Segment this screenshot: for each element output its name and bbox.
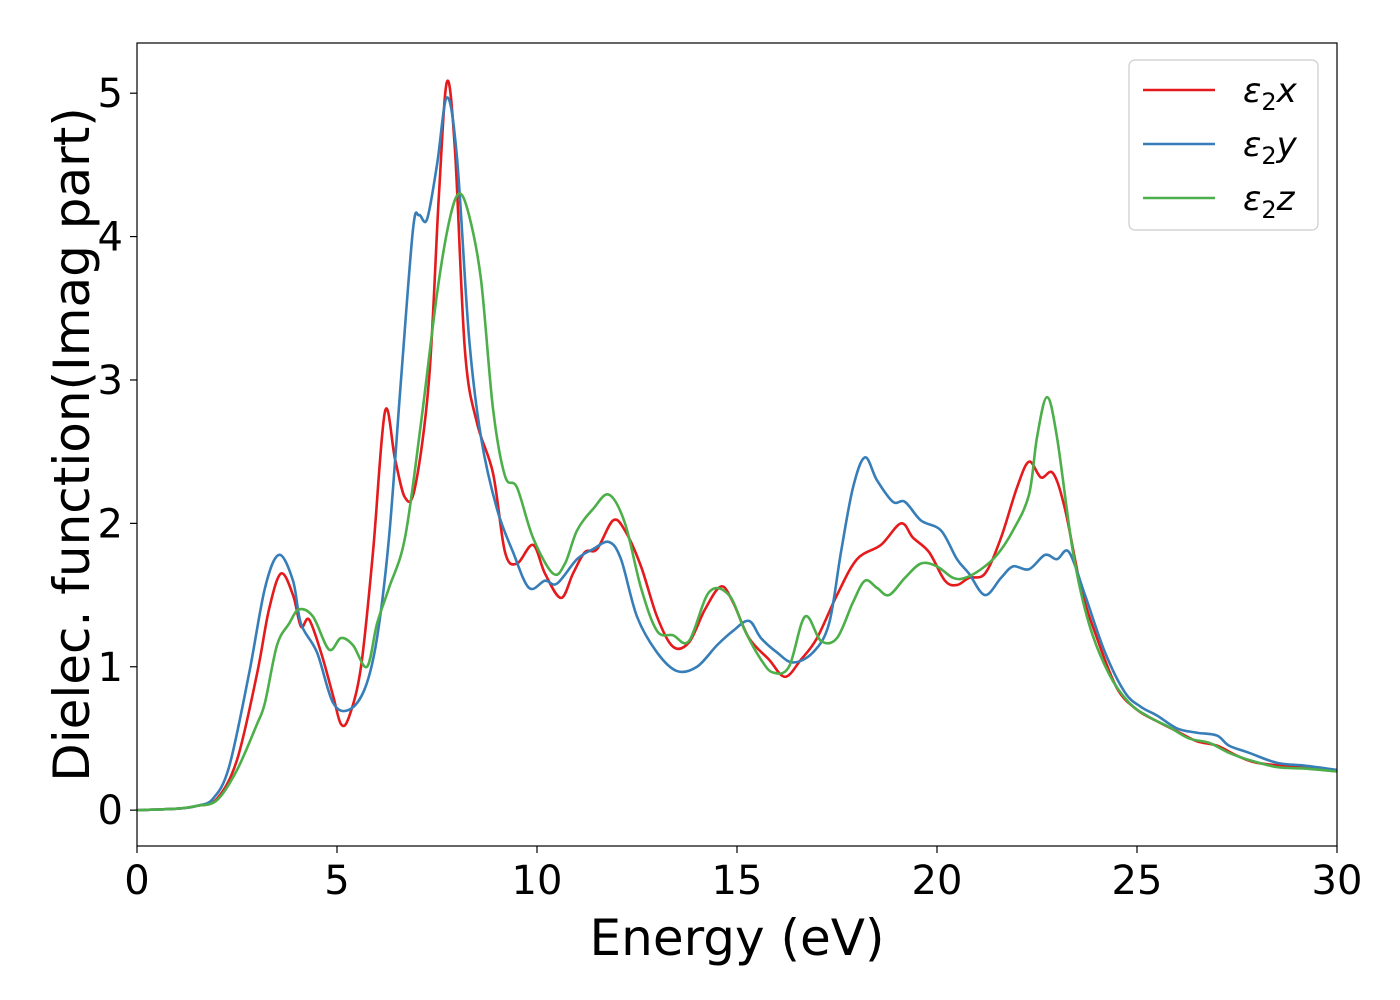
x-tick-label: 15	[712, 858, 763, 904]
legend-label-y: ε2y	[1243, 125, 1298, 170]
legend-label-base: ε	[1243, 71, 1261, 111]
y-tick-label: 2	[98, 501, 123, 547]
legend-label-base: ε	[1243, 125, 1261, 165]
y-tick-label: 5	[98, 71, 123, 117]
series-line-y	[137, 96, 1337, 812]
x-axis-title: Energy (eV)	[590, 909, 885, 967]
legend-label-base: ε	[1243, 179, 1261, 219]
legend-box	[1128, 59, 1319, 231]
y-tick-label: 4	[98, 215, 123, 261]
x-tick-label: 5	[324, 858, 349, 904]
x-tick-label: 0	[124, 858, 149, 904]
legend-label-suffix: y	[1276, 125, 1298, 165]
x-tick-label: 30	[1312, 858, 1363, 904]
y-axis-ticks: 0 1 2 3 4 5	[98, 71, 137, 834]
x-tick-label: 20	[912, 858, 963, 904]
x-axis-ticks: 0 5 10 15 20 25 30	[124, 846, 1362, 904]
series-line-x	[137, 79, 1337, 812]
series-line-z	[137, 192, 1337, 812]
x-tick-label: 10	[512, 858, 563, 904]
x-tick-label: 25	[1112, 858, 1163, 904]
y-axis-title: Dielec. function(Imag part)	[43, 107, 101, 782]
y-tick-label: 1	[98, 645, 123, 691]
y-tick-label: 3	[98, 358, 123, 404]
legend-label-x: ε2x	[1243, 71, 1298, 116]
y-tick-label: 0	[98, 788, 123, 834]
legend-label-z: ε2z	[1243, 179, 1296, 224]
legend-label-suffix: z	[1276, 179, 1296, 219]
legend-label-subscript: 2	[1261, 142, 1276, 170]
legend-label-subscript: 2	[1261, 196, 1276, 224]
legend-label-suffix: x	[1276, 71, 1298, 111]
legend-label-subscript: 2	[1261, 88, 1276, 116]
plot-lines	[137, 79, 1337, 812]
